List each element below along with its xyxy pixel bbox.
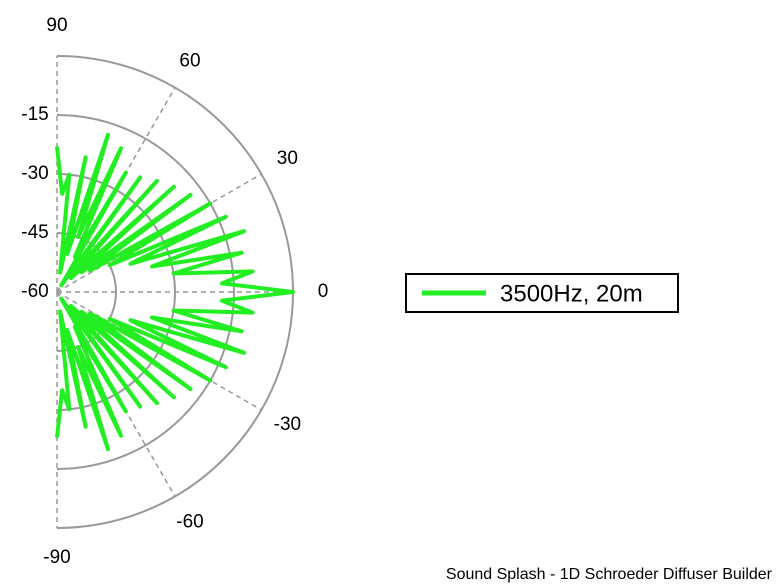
theta-tick-label: 30 <box>277 148 298 169</box>
r-tick-label: -30 <box>21 163 48 184</box>
theta-tick-label: 60 <box>179 51 200 72</box>
theta-tick-label: -30 <box>274 414 301 435</box>
legend-label: 3500Hz, 20m <box>500 280 643 307</box>
footer: Sound Splash - 1D Schroeder Diffuser Bui… <box>446 566 773 583</box>
ring <box>56 114 235 470</box>
r-tick-label: -45 <box>21 222 48 243</box>
series-line <box>55 132 295 452</box>
r-tick-label: -15 <box>21 104 48 125</box>
theta-tick-label: 90 <box>46 15 67 36</box>
theta-tick-label: 0 <box>318 281 329 302</box>
r-tick-label: -60 <box>21 281 48 302</box>
theta-tick-label: -60 <box>176 511 203 532</box>
theta-tick-label: -90 <box>43 547 70 568</box>
